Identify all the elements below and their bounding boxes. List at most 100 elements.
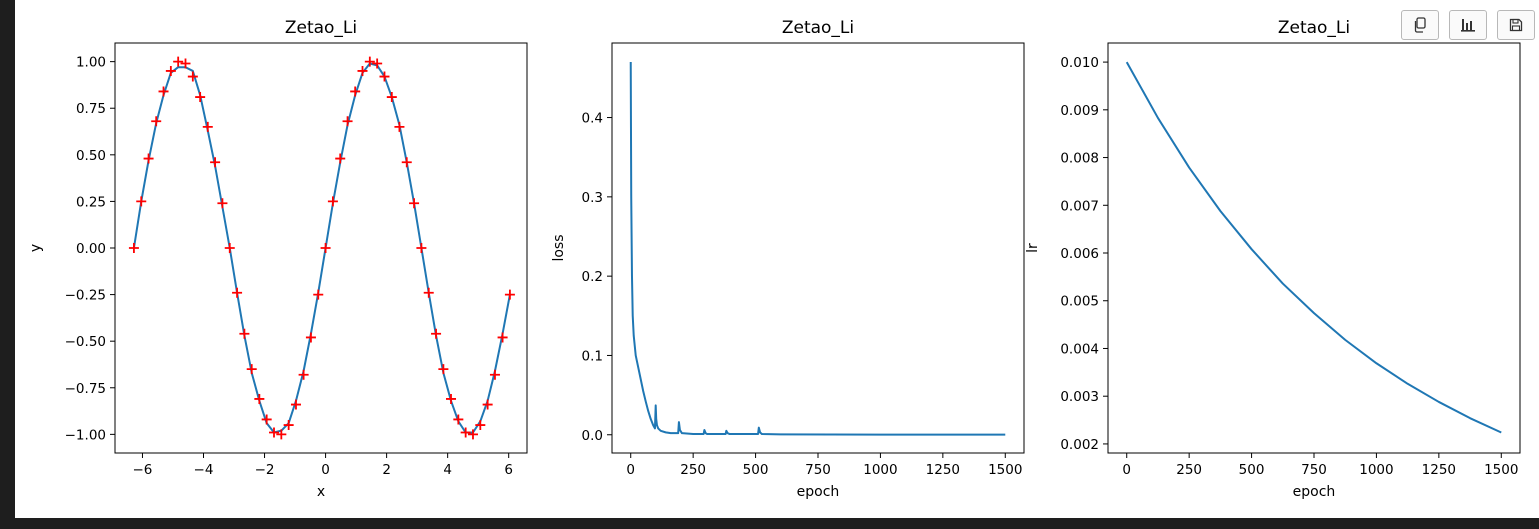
plot-1-data-point [357, 65, 368, 76]
plot-1-data-point [467, 429, 478, 440]
plot-2-y-tick-label: 0.2 [582, 269, 603, 285]
plot-1-data-point [320, 243, 331, 253]
plot-3-y-tick-label: 0.007 [1060, 198, 1099, 214]
plot-2-x-tick-label: 1000 [863, 462, 897, 478]
plot-3-x-tick-label: 250 [1176, 462, 1202, 478]
plot-2-x-axis-label: epoch [797, 484, 840, 500]
plot-3-series-line [1125, 61, 1502, 434]
plot-1-data-point [379, 71, 390, 82]
plot-1-data-point [386, 92, 397, 103]
plot-1-y-tick-label: −0.75 [65, 381, 106, 397]
plot-1-y-tick-label: −0.50 [65, 334, 106, 350]
save-icon [1509, 18, 1523, 32]
save-button[interactable] [1497, 10, 1535, 40]
plot-3: Zetao_Li 0 250 500 750 1000 1250 1500 0.010 0.009… [1025, 18, 1521, 500]
plot-2-x-tick-label: 500 [743, 462, 769, 478]
plot-2-x-tick-label: 750 [805, 462, 831, 478]
plot-1-data-point [364, 56, 375, 67]
plot-2-y-axis-label: loss [551, 234, 567, 261]
plot-1-data-point [187, 71, 198, 82]
plot-2-series-line [629, 62, 1006, 436]
plot-1-data-point [217, 198, 228, 209]
plot-1-y-tick-label: 0.25 [76, 194, 106, 210]
plot-3-title: Zetao_Li [1278, 18, 1350, 38]
plot-3-x-tick-label: 750 [1301, 462, 1327, 478]
plot-1-data-point [232, 287, 243, 298]
plot-1-data-point [423, 287, 434, 298]
plot-3-y-tick-label: 0.010 [1060, 55, 1099, 71]
plot-1-data-point [136, 196, 147, 207]
plot-1-data-point [327, 196, 338, 207]
plot-1-data-point [246, 364, 257, 375]
plot-1-y-tick-label: 1.00 [76, 55, 106, 71]
plot-1-x-tick-label: −2 [255, 462, 275, 478]
copy-button[interactable] [1401, 10, 1439, 40]
plot-1-series-line [132, 62, 511, 434]
plot-3-y-tick-label: 0.005 [1060, 294, 1099, 310]
plot-2: Zetao_Li 0 250 500 750 1000 1250 1500 0.0 0.1 0.2 0… [551, 18, 1025, 500]
plot-1-data-point [165, 65, 176, 76]
plot-3-frame [1107, 42, 1521, 454]
plot-1-data-point [497, 332, 508, 343]
plot-1-data-point [276, 429, 287, 440]
figure-toolbar [1401, 10, 1535, 40]
plot-2-frame [611, 42, 1025, 454]
plot-3-y-axis-label: lr [1025, 243, 1041, 253]
plot-3-x-tick-label: 1250 [1422, 462, 1456, 478]
plot-1-data-point [143, 153, 154, 164]
plot-3-x-tick-label: 1500 [1484, 462, 1518, 478]
plot-2-x-tick-label: 0 [626, 462, 635, 478]
plot-1-data-point [151, 116, 162, 127]
plot-1-x-axis-label: x [317, 484, 325, 500]
plot-1-data-point [195, 92, 206, 103]
plot-1-data-point [158, 86, 169, 97]
plot-1-title: Zetao_Li [285, 18, 357, 38]
plot-3-y-tick-label: 0.006 [1060, 246, 1099, 262]
plot-1-data-point [504, 289, 515, 300]
plot-1-data-point [431, 328, 442, 339]
plot-1-x-tick-label: 2 [382, 462, 391, 478]
plot-3-x-tick-label: 500 [1239, 462, 1265, 478]
plot-1-data-point [173, 56, 184, 67]
plot-1-data-point [335, 153, 346, 164]
plot-1-data-point [239, 328, 250, 339]
plot-1-data-point [453, 414, 464, 425]
copy-icon [1414, 17, 1426, 33]
figure-output: Zetao_Li −6 −4 −2 0 2 4 6 1.00 0.75 0.50 0.25 0.00 −0… [15, 0, 1539, 518]
plot-2-title: Zetao_Li [782, 18, 854, 38]
plot-1-y-tick-label: 0.00 [76, 241, 106, 257]
plot-1-y-tick-label: 0.75 [76, 101, 106, 117]
plot-1-data-point [350, 86, 361, 97]
plot-1-x-tick-label: 6 [504, 462, 513, 478]
plot-1-data-point [446, 393, 457, 404]
bar-chart-icon [1460, 19, 1475, 32]
plot-1-data-point [224, 243, 235, 253]
plot-1-x-tick-label: 4 [443, 462, 452, 478]
plot-3-y-tick-label: 0.004 [1060, 341, 1099, 357]
plot-1-data-point [290, 399, 301, 410]
plot-1-data-point [475, 420, 486, 431]
chart-button[interactable] [1449, 10, 1487, 40]
plot-1-data-point [342, 116, 353, 127]
plot-3-y-tick-label: 0.003 [1060, 389, 1099, 405]
plot-1-data-point [128, 243, 139, 253]
plot-1-y-tick-label: 0.50 [76, 148, 106, 164]
plot-2-x-tick-label: 250 [680, 462, 706, 478]
plot-1-y-tick-label: −1.00 [65, 427, 106, 443]
plot-2-x-tick-label: 1500 [988, 462, 1022, 478]
plot-3-x-tick-label: 1000 [1359, 462, 1393, 478]
plot-1-data-point [202, 121, 213, 132]
plot-1-data-point [416, 243, 427, 253]
plot-3-x-tick-label: 0 [1122, 462, 1131, 478]
plot-1-data-point [298, 369, 309, 380]
plot-1-data-point [482, 399, 493, 410]
plot-1-data-point [409, 198, 420, 209]
plot-1-data-point [489, 369, 500, 380]
plot-3-x-axis-label: epoch [1293, 484, 1336, 500]
plot-1-data-point [269, 427, 280, 438]
plot-2-y-tick-label: 0.0 [582, 428, 603, 444]
plot-1-data-point [460, 427, 471, 438]
plot-1-x-tick-label: −6 [133, 462, 153, 478]
figure: Zetao_Li−6 −4 −2 0 2 4 61.000.750.500.250.00−0… [28, 18, 1521, 500]
plot-1-data-point [180, 58, 191, 69]
